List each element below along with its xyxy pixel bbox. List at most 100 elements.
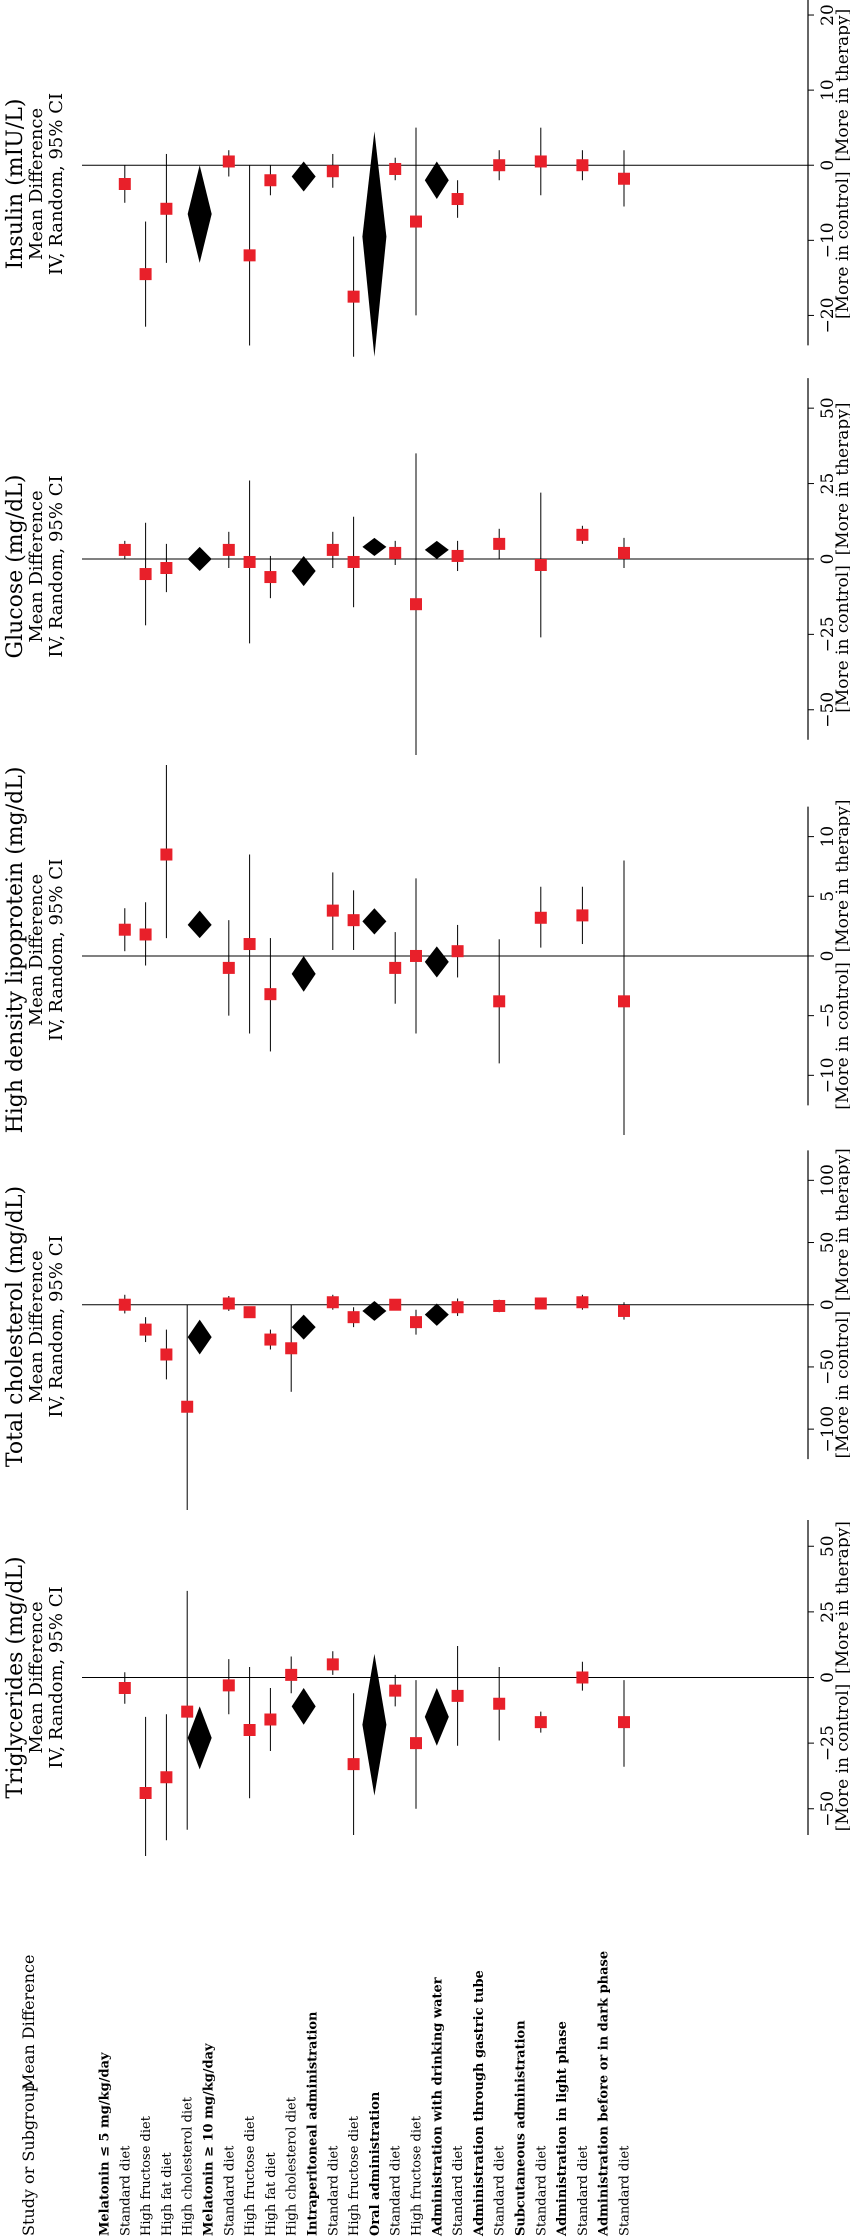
pooled-estimate-diamond	[291, 1688, 316, 1725]
study-estimate-marker	[326, 904, 339, 917]
panel-title: Triglycerides (mg/dL)	[3, 1556, 28, 1798]
study-label: Standard diet	[222, 2145, 237, 2236]
study-estimate-marker	[139, 268, 152, 281]
study-estimate-marker	[118, 1298, 131, 1311]
study-estimate-marker	[410, 1737, 422, 1750]
x-tick-label: −25	[818, 616, 838, 652]
direction-label-control: [More in control]	[833, 171, 850, 319]
study-estimate-marker	[410, 598, 422, 611]
panel-subtitle-method: Mean Difference	[26, 490, 47, 642]
study-estimate-marker	[160, 1348, 173, 1361]
row-labels: Melatonin ≤ 5 mg/kg/day Standard diet High…	[98, 1951, 633, 2237]
forest-panel: −10 −5 0 5 10 [More in control] [More in thera…	[3, 765, 850, 1135]
subgroup-label: Oral administration	[368, 2091, 383, 2236]
study-estimate-marker	[285, 1342, 298, 1355]
pooled-estimate-diamond	[187, 1706, 212, 1770]
panel-subtitle-model: IV, Random, 95% CI	[46, 1586, 67, 1768]
study-estimate-marker	[618, 995, 630, 1008]
study-estimate-marker	[618, 1304, 630, 1317]
subgroup-label: Administration in light phase	[555, 2021, 570, 2237]
pooled-estimate-diamond	[424, 946, 449, 978]
study-estimate-marker	[410, 949, 422, 962]
study-label: High cholesterol diet	[181, 2096, 196, 2236]
x-tick-label: 0	[818, 160, 838, 171]
study-estimate-marker	[326, 1296, 339, 1309]
pooled-estimate-diamond	[424, 1303, 449, 1326]
panel-title: Glucose (mg/dL)	[3, 475, 28, 659]
forest-panel: −20 −10 0 10 20 [More in control] [More in the…	[3, 0, 850, 357]
direction-label-control: [More in control]	[833, 1684, 850, 1832]
study-estimate-marker	[139, 1787, 152, 1799]
study-estimate-marker	[264, 571, 277, 584]
study-estimate-marker	[451, 549, 464, 562]
direction-label-therapy: [More in therapy]	[833, 9, 850, 162]
study-estimate-marker	[451, 945, 464, 958]
x-tick-label: 50	[818, 397, 838, 419]
x-tick-label: 25	[818, 473, 838, 495]
x-tick-label: −50	[818, 1349, 838, 1385]
x-tick-label: 10	[818, 79, 838, 101]
study-estimate-marker	[243, 1724, 256, 1736]
x-tick-label: −10	[818, 222, 838, 258]
panel-subtitle-method: Mean Difference	[26, 108, 47, 260]
study-label: High fat diet	[160, 2152, 175, 2236]
x-tick-label: 20	[818, 4, 838, 26]
study-estimate-marker	[264, 1713, 277, 1726]
study-estimate-marker	[181, 1400, 194, 1413]
subgroup-label: Administration before or in dark phase	[597, 1951, 612, 2237]
study-estimate-marker	[264, 174, 277, 187]
study-estimate-marker	[493, 1299, 506, 1312]
study-estimate-marker	[118, 178, 131, 190]
x-tick-label: 50	[818, 1232, 838, 1254]
study-estimate-marker	[618, 546, 630, 559]
study-estimate-marker	[493, 159, 506, 172]
study-estimate-marker	[264, 988, 277, 1001]
study-label: High fructose diet	[410, 2115, 425, 2236]
subgroup-label: Subcutaneous administration	[514, 2020, 529, 2236]
study-estimate-marker	[534, 1297, 547, 1310]
study-estimate-marker	[347, 290, 360, 303]
pooled-estimate-diamond	[187, 165, 212, 263]
x-tick-label: −50	[818, 692, 838, 728]
study-estimate-marker	[451, 193, 464, 206]
study-label: Standard diet	[118, 2145, 133, 2236]
direction-label-therapy: [More in therapy]	[833, 1521, 850, 1674]
x-tick-label: 0	[818, 951, 838, 962]
subgroup-label: Administration through gastric tube	[472, 1970, 487, 2237]
x-tick-label: 0	[818, 1672, 838, 1683]
header-md-label: Mean Difference	[19, 1955, 38, 2090]
subgroup-label: Melatonin ≥ 10 mg/kg/day	[202, 2043, 217, 2236]
x-tick-label: 100	[818, 1164, 838, 1196]
study-estimate-marker	[389, 162, 402, 175]
study-estimate-marker	[181, 1705, 194, 1718]
study-label: Standard diet	[389, 2145, 404, 2236]
study-estimate-marker	[451, 1301, 464, 1314]
study-estimate-marker	[493, 537, 506, 550]
study-estimate-marker	[222, 543, 235, 556]
study-estimate-marker	[139, 928, 152, 941]
study-estimate-marker	[347, 1311, 360, 1324]
study-estimate-marker	[243, 1306, 256, 1319]
pooled-estimate-diamond	[424, 540, 449, 559]
x-tick-label: 10	[818, 826, 838, 848]
study-estimate-marker	[534, 558, 547, 571]
direction-label-therapy: [More in therapy]	[833, 1148, 850, 1301]
study-estimate-marker	[222, 1297, 235, 1310]
pooled-estimate-diamond	[291, 161, 316, 192]
panel-subtitle-method: Mean Difference	[26, 1250, 47, 1402]
study-estimate-marker	[243, 938, 256, 951]
study-estimate-marker	[118, 543, 131, 556]
direction-label-therapy: [More in therapy]	[833, 800, 850, 953]
x-tick-label: −20	[818, 297, 838, 333]
x-tick-label: 5	[818, 891, 838, 902]
study-estimate-marker	[222, 1679, 235, 1692]
panel-title: Total cholesterol (mg/dL)	[3, 1186, 28, 1467]
pooled-estimate-diamond	[291, 955, 316, 992]
study-estimate-marker	[618, 172, 630, 185]
study-estimate-marker	[389, 961, 402, 974]
panel-subtitle-model: IV, Random, 95% CI	[46, 93, 67, 275]
study-estimate-marker	[264, 1333, 277, 1346]
pooled-estimate-diamond	[424, 1688, 449, 1746]
study-estimate-marker	[285, 1668, 298, 1681]
